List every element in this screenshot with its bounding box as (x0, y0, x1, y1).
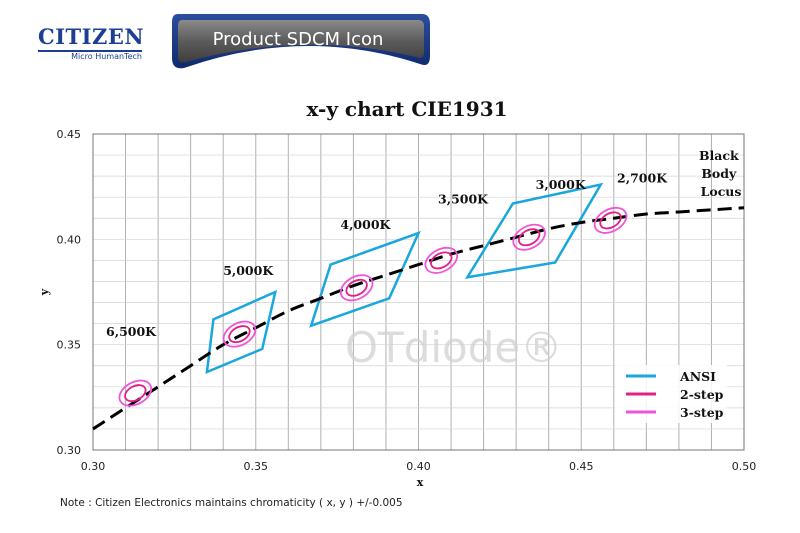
legend-label-3step: 3-step (680, 405, 724, 420)
x-tick-label: 0.45 (569, 460, 594, 473)
cct-label: 6,500K (106, 324, 157, 339)
watermark: OTdiode® (345, 323, 562, 372)
locus-label-line: Black (699, 148, 739, 163)
step-ellipses (118, 206, 628, 407)
citizen-logo: CITIZEN Micro HumanTech (38, 24, 145, 62)
cct-label: 2,700K (617, 170, 668, 185)
x-tick-label: 0.40 (406, 460, 431, 473)
cct-label: 3,000K (536, 177, 587, 192)
ellipse-2step (345, 278, 368, 297)
ellipse-2step (228, 325, 251, 344)
plot-frame (92, 133, 745, 451)
y-tick-label: 0.35 (57, 339, 82, 352)
y-tick-label: 0.45 (57, 128, 82, 141)
ellipse-3step (593, 206, 628, 234)
logo-wordmark: CITIZEN (38, 24, 145, 49)
y-axis-ticks: 0.30 0.35 0.40 0.45 (57, 128, 82, 457)
locus-label-line: Body (701, 166, 737, 181)
ansi-bin-quadrangle (309, 230, 421, 328)
x-axis-label: x (417, 476, 424, 489)
y-axis-label: y (38, 288, 51, 296)
locus-label-line: Locus (701, 184, 742, 199)
y-tick-label: 0.40 (57, 233, 82, 246)
chart-legend: ANSI 2-step 3-step (615, 365, 727, 423)
product-banner: Product SDCM Icon (164, 12, 434, 70)
ellipse-2step (124, 384, 147, 403)
black-body-locus (92, 206, 745, 431)
ellipse-2step (430, 251, 453, 270)
banner-title: Product SDCM Icon (212, 29, 384, 50)
banner-shape (172, 14, 430, 69)
ellipse-3step (512, 223, 546, 251)
ellipse-2step (599, 211, 622, 230)
x-tick-label: 0.50 (732, 460, 757, 473)
x-tick-label: 0.30 (81, 460, 106, 473)
x-tick-label: 0.35 (244, 460, 269, 473)
legend-label-2step: 2-step (680, 387, 724, 402)
ellipse-3step (424, 246, 459, 274)
x-axis-ticks: 0.30 0.35 0.40 0.45 0.50 (81, 460, 757, 473)
ellipse-2step (518, 228, 541, 247)
locus-label: Black Body Locus (699, 148, 743, 199)
chart-title: x-y chart CIE1931 (306, 97, 507, 121)
cct-label: 3,500K (438, 192, 489, 207)
cct-label: 5,000K (223, 263, 274, 278)
ansi-bin-quadrangle (205, 289, 278, 375)
chromaticity-footnote: Note : Citizen Electronics maintains chr… (60, 497, 403, 509)
ellipse-3step (339, 274, 374, 302)
cct-label: 4,000K (340, 217, 391, 232)
legend-label-ansi: ANSI (679, 369, 716, 384)
logo-tagline: Micro HumanTech (38, 50, 142, 62)
ansi-bin-quadrangle (464, 182, 604, 279)
cct-labels: 6,500K 5,000K 4,000K 3,500K 3,000K 2,700K (106, 170, 668, 339)
y-tick-label: 0.30 (57, 444, 82, 457)
ellipse-3step (118, 379, 153, 407)
ellipse-3step (222, 320, 257, 348)
